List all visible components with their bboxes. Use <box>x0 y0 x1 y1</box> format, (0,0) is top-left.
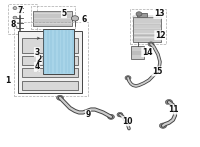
Bar <box>133 39 161 41</box>
Bar <box>137 13 147 17</box>
Bar <box>22 81 78 90</box>
Bar <box>130 9 166 44</box>
Circle shape <box>13 16 17 19</box>
Circle shape <box>159 123 167 128</box>
Circle shape <box>13 26 17 29</box>
Text: 7: 7 <box>17 6 23 15</box>
Bar <box>133 16 161 18</box>
Circle shape <box>57 95 63 100</box>
Bar <box>22 38 78 53</box>
Circle shape <box>136 12 142 16</box>
Text: 14: 14 <box>142 48 152 57</box>
Text: 15: 15 <box>152 67 162 76</box>
Text: 9: 9 <box>85 110 91 119</box>
Text: 2: 2 <box>36 55 42 64</box>
Text: 6: 6 <box>81 15 87 24</box>
Text: 8: 8 <box>10 20 16 29</box>
Bar <box>133 20 161 22</box>
Bar <box>8 4 37 34</box>
Circle shape <box>13 7 17 10</box>
Bar <box>133 25 161 27</box>
Text: 12: 12 <box>155 31 165 40</box>
Text: 3: 3 <box>34 48 40 57</box>
Bar <box>133 17 161 42</box>
Circle shape <box>108 114 114 119</box>
Bar <box>33 11 72 26</box>
Circle shape <box>117 112 123 117</box>
Text: 13: 13 <box>154 9 164 19</box>
Text: 4: 4 <box>34 62 40 71</box>
Text: 1: 1 <box>5 76 11 85</box>
Circle shape <box>71 16 79 21</box>
Circle shape <box>148 42 154 46</box>
Bar <box>131 46 144 59</box>
Bar <box>133 30 161 32</box>
Bar <box>14 22 88 96</box>
Bar <box>31 6 75 29</box>
Bar <box>18 31 82 93</box>
Bar <box>43 29 74 74</box>
Circle shape <box>165 100 173 105</box>
Bar <box>22 56 78 65</box>
Bar <box>22 68 78 77</box>
Text: 10: 10 <box>122 117 132 126</box>
Text: 5: 5 <box>61 9 67 18</box>
Bar <box>133 35 161 36</box>
Text: 11: 11 <box>168 105 178 114</box>
Circle shape <box>125 76 131 80</box>
